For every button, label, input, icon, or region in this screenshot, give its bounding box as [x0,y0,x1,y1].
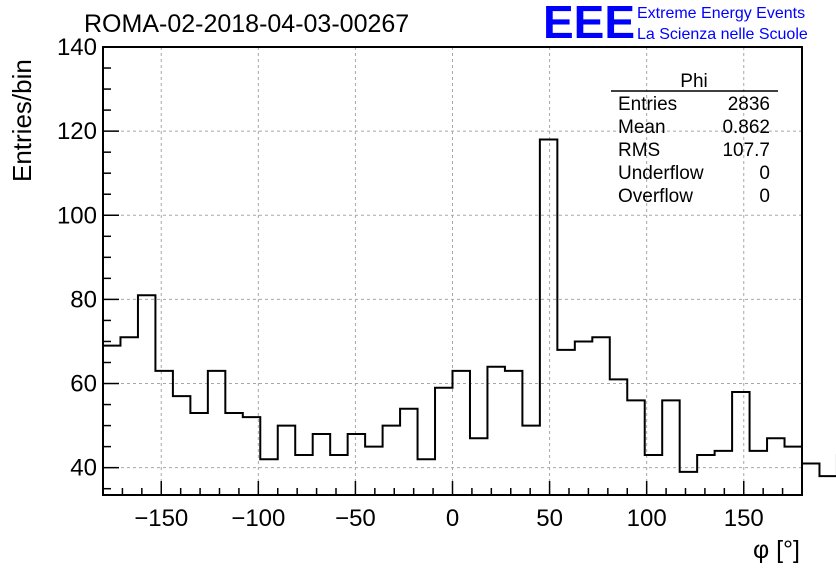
x-tick-label-6: 150 [724,505,764,532]
hist-bin-37 [750,451,767,495]
hist-bin-27 [575,341,592,495]
y-tick-label-5: 140 [57,34,97,61]
hist-bin-21 [470,438,487,495]
stats-label-rms: RMS [618,140,660,161]
hist-bin-39 [785,447,802,495]
stats-value-mean: 0.862 [722,117,770,138]
stats-value-rms: 107.7 [722,140,770,161]
hist-bin-13 [330,455,347,495]
hist-bin-4 [173,396,190,495]
y-tick-label-1: 60 [70,371,97,398]
hist-bin-7 [225,413,242,495]
stats-rows: Entries 2836 Mean 0.862 RMS 107.7 Underflow 0 Ov… [618,94,770,207]
hist-bin-15 [365,447,382,495]
x-tick-label-4: 50 [536,505,563,532]
hist-bin-24 [522,426,539,495]
hist-bin-36 [732,392,749,495]
logo-line-1: Extreme Energy Events [637,5,805,22]
histogram-series-line [103,138,836,478]
hist-bin-16 [383,426,400,495]
hist-bin-40 [802,463,819,495]
y-tick-label-0: 40 [70,455,97,482]
hist-bin-6 [208,371,225,495]
hist-bin-34 [697,455,714,495]
logo-line-2: La Scienza nelle Scuole [637,26,808,43]
hist-bin-3 [155,371,172,495]
hist-bin-35 [715,451,732,495]
stats-title: Phi [680,71,707,92]
stats-value-overflow: 0 [759,186,770,207]
stats-label-mean: Mean [618,117,666,138]
hist-bin-12 [313,434,330,495]
eee-logo-mark: EEE [543,0,635,48]
x-tick-label-0: −150 [134,505,188,532]
stats-value-underflow: 0 [759,163,770,184]
hist-bin-33 [680,472,697,495]
hist-bin-32 [662,400,679,495]
hist-bin-30 [627,400,644,495]
hist-bin-25 [540,140,557,495]
hist-bin-41 [819,476,836,495]
hist-bin-10 [278,426,295,495]
x-axis-label: φ [°] [753,536,800,564]
axis-tick-labels: −150 −100 −50 0 50 100 150 40 60 80 100 120 140 [57,34,764,532]
hist-bin-29 [610,379,627,495]
x-tick-label-5: 100 [627,505,667,532]
hist-bin-28 [592,337,609,495]
hist-bin-23 [505,371,522,495]
hist-bin-17 [400,409,417,495]
eee-logo: EEE Extreme Energy Events La Scienza nel… [543,0,808,48]
hist-bin-38 [767,438,784,495]
stats-box: Phi Entries 2836 Mean 0.862 RMS 107.7 Underflo… [611,71,778,207]
y-axis-label: Entries/bin [7,59,37,182]
axis-ticks [102,46,803,495]
x-tick-label-3: 0 [446,505,459,532]
hist-bin-19 [435,388,452,495]
y-tick-label-4: 120 [57,118,97,145]
x-tick-label-1: −100 [231,505,285,532]
hist-bin-20 [453,371,470,495]
hist-bin-14 [348,434,365,495]
stats-value-entries: 2836 [728,94,770,115]
hist-bin-0 [103,346,120,495]
y-tick-label-2: 80 [70,286,97,313]
hist-bin-9 [260,459,277,495]
stats-label-overflow: Overflow [618,186,693,207]
chart-title: ROMA-02-2018-04-03-00267 [84,10,409,38]
y-tick-label-3: 100 [57,202,97,229]
stats-label-underflow: Underflow [618,163,704,184]
hist-bin-2 [138,295,155,495]
stats-label-entries: Entries [618,94,677,115]
hist-bin-5 [190,413,207,495]
x-tick-label-2: −50 [335,505,376,532]
hist-bin-22 [487,367,504,495]
grid-lines [103,46,802,495]
hist-bin-1 [120,337,137,495]
hist-bin-26 [557,350,574,495]
